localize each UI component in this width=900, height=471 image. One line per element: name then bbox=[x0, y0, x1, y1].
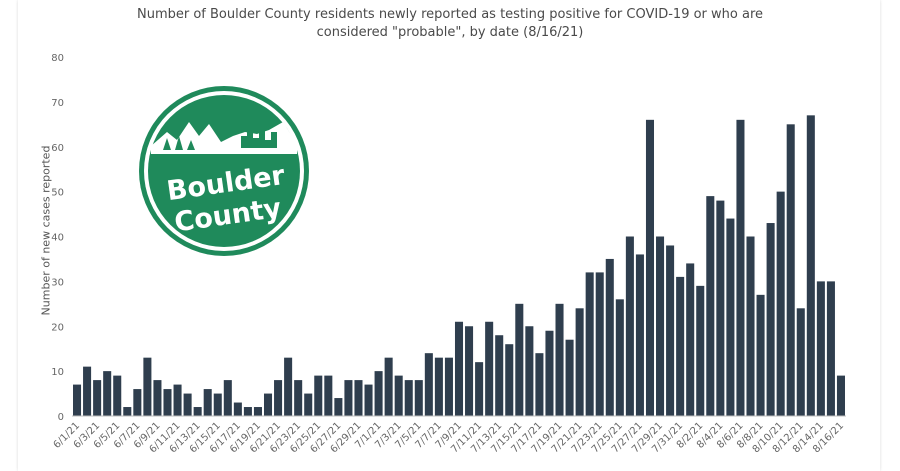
y-tick-label: 30 bbox=[51, 277, 64, 288]
bar bbox=[294, 380, 303, 416]
bar bbox=[284, 357, 293, 416]
y-tick-label: 20 bbox=[51, 322, 64, 333]
bar bbox=[243, 407, 252, 416]
bar bbox=[163, 389, 172, 416]
chart-title: Number of Boulder County residents newly… bbox=[0, 6, 900, 42]
bar bbox=[746, 236, 755, 416]
bar bbox=[756, 294, 765, 416]
bar bbox=[565, 339, 574, 416]
bar bbox=[424, 353, 433, 416]
y-tick-label: 80 bbox=[51, 53, 64, 64]
bar bbox=[153, 380, 162, 416]
bar bbox=[394, 375, 403, 416]
bar bbox=[666, 245, 675, 416]
bar bbox=[233, 402, 242, 416]
city-skyline-icon bbox=[241, 128, 277, 148]
bar bbox=[374, 371, 383, 416]
bar bbox=[173, 384, 182, 416]
bar bbox=[73, 384, 82, 416]
bar bbox=[786, 124, 795, 416]
bar bbox=[545, 330, 554, 416]
bar bbox=[625, 236, 634, 416]
bar bbox=[656, 236, 665, 416]
bar bbox=[384, 357, 393, 416]
trees-icon bbox=[163, 136, 195, 150]
bar bbox=[103, 371, 112, 416]
bar bbox=[344, 380, 353, 416]
y-tick-label: 60 bbox=[51, 143, 64, 154]
bar bbox=[223, 380, 232, 416]
bar bbox=[605, 258, 614, 416]
bar bbox=[203, 389, 212, 416]
bar bbox=[796, 308, 805, 416]
bar bbox=[274, 380, 283, 416]
bar bbox=[93, 380, 102, 416]
bar bbox=[404, 380, 413, 416]
bar bbox=[776, 191, 785, 416]
bar bbox=[213, 393, 222, 416]
bar bbox=[806, 115, 815, 417]
bar bbox=[183, 393, 192, 416]
bar bbox=[716, 200, 725, 416]
bar bbox=[706, 196, 715, 416]
bar bbox=[485, 321, 494, 416]
bar bbox=[263, 393, 273, 416]
bar bbox=[515, 303, 524, 416]
bar bbox=[465, 326, 474, 416]
y-tick-label: 10 bbox=[51, 367, 64, 378]
bar bbox=[193, 407, 202, 416]
chart-title-line-1: Number of Boulder County residents newly… bbox=[136, 7, 764, 22]
bar bbox=[686, 263, 695, 416]
bar bbox=[143, 357, 152, 416]
y-tick-label: 0 bbox=[58, 412, 64, 423]
bar bbox=[555, 303, 564, 416]
bar bbox=[585, 272, 594, 416]
bar bbox=[444, 357, 453, 416]
bar bbox=[826, 281, 835, 416]
bar bbox=[495, 335, 504, 416]
bar bbox=[354, 380, 363, 416]
bar bbox=[505, 344, 514, 416]
bar bbox=[314, 375, 323, 416]
bar bbox=[324, 375, 333, 416]
bar bbox=[736, 119, 745, 416]
bar bbox=[253, 407, 262, 416]
y-tick-label: 40 bbox=[51, 233, 64, 244]
boulder-county-logo: Boulder County bbox=[139, 86, 309, 256]
bar bbox=[575, 308, 584, 416]
bar bbox=[364, 384, 373, 416]
bar bbox=[334, 398, 343, 416]
bar bbox=[696, 285, 705, 416]
bar bbox=[816, 281, 825, 416]
bar bbox=[414, 380, 423, 416]
bar bbox=[133, 389, 142, 416]
bar bbox=[836, 375, 845, 416]
bar bbox=[475, 362, 484, 416]
bar bbox=[304, 393, 313, 416]
bar bbox=[676, 276, 685, 416]
bar bbox=[635, 254, 644, 416]
bar bbox=[434, 357, 443, 416]
chart-title-line-2: considered "probable", by date (8/16/21) bbox=[316, 25, 584, 40]
bar bbox=[726, 218, 735, 416]
y-tick-label: 50 bbox=[51, 188, 64, 199]
bar bbox=[123, 407, 132, 416]
bar bbox=[595, 272, 604, 416]
bar bbox=[525, 326, 534, 416]
bar bbox=[535, 353, 544, 416]
y-tick-label: 70 bbox=[51, 98, 64, 109]
bar bbox=[113, 375, 122, 416]
bar bbox=[766, 223, 775, 416]
bar bbox=[615, 299, 624, 416]
bar bbox=[83, 366, 92, 416]
bar bbox=[645, 119, 655, 416]
bar bbox=[454, 321, 464, 416]
